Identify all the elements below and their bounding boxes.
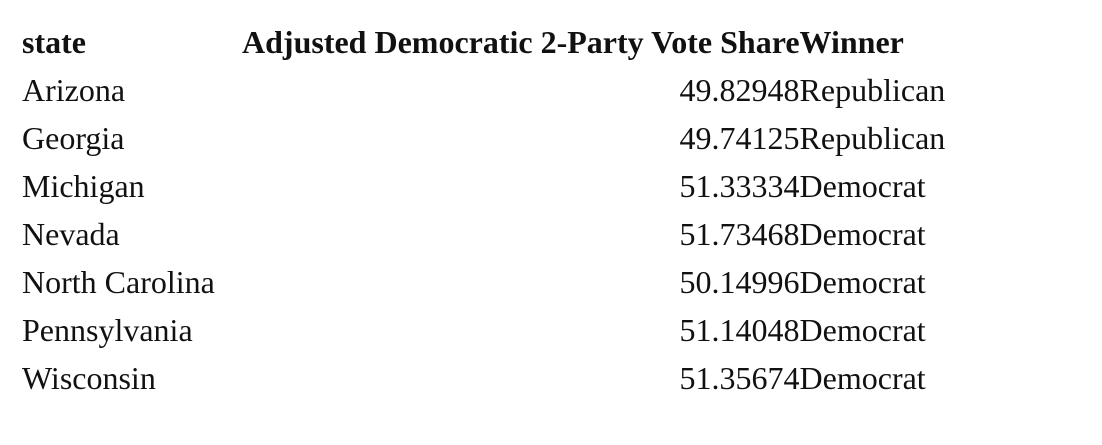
- cell-state: Georgia: [22, 120, 125, 156]
- table-row: Pennsylvania 51.14048 Democrat: [22, 306, 945, 354]
- table-row: Arizona 49.82948 Republican: [22, 66, 945, 114]
- header-winner: Winner: [799, 24, 904, 60]
- header-vote-share: Adjusted Democratic 2-Party Vote Share: [242, 24, 800, 60]
- cell-state: Pennsylvania: [22, 312, 193, 348]
- cell-state: Nevada: [22, 216, 120, 252]
- header-row: state Adjusted Democratic 2-Party Vote S…: [22, 18, 945, 66]
- cell-state: Arizona: [22, 72, 126, 108]
- cell-vote-share: 51.14048: [679, 312, 800, 348]
- results-table: state Adjusted Democratic 2-Party Vote S…: [22, 18, 945, 402]
- table-row: Georgia 49.74125 Republican: [22, 114, 945, 162]
- cell-vote-share: 49.74125: [679, 120, 800, 156]
- cell-vote-share: 51.33334: [679, 168, 800, 204]
- cell-vote-share: 50.14996: [679, 264, 800, 300]
- cell-winner: Republican: [799, 72, 946, 108]
- cell-vote-share: 51.35674: [679, 360, 800, 396]
- cell-vote-share: 51.73468: [679, 216, 800, 252]
- cell-winner: Democrat: [799, 264, 926, 300]
- cell-state: Wisconsin: [22, 360, 156, 396]
- table-row: Wisconsin 51.35674 Democrat: [22, 354, 945, 402]
- table-row: Michigan 51.33334 Democrat: [22, 162, 945, 210]
- cell-state: Michigan: [22, 168, 145, 204]
- cell-winner: Democrat: [799, 360, 926, 396]
- cell-winner: Democrat: [799, 216, 926, 252]
- table-body: Arizona 49.82948 Republican Georgia 49.7…: [22, 66, 945, 402]
- table-row: North Carolina 50.14996 Democrat: [22, 258, 945, 306]
- cell-winner: Democrat: [799, 168, 926, 204]
- cell-state: North Carolina: [22, 264, 215, 300]
- table-header: state Adjusted Democratic 2-Party Vote S…: [22, 18, 945, 66]
- table-row: Nevada 51.73468 Democrat: [22, 210, 945, 258]
- cell-vote-share: 49.82948: [679, 72, 800, 108]
- cell-winner: Republican: [799, 120, 946, 156]
- cell-winner: Democrat: [799, 312, 926, 348]
- header-state: state: [22, 24, 86, 60]
